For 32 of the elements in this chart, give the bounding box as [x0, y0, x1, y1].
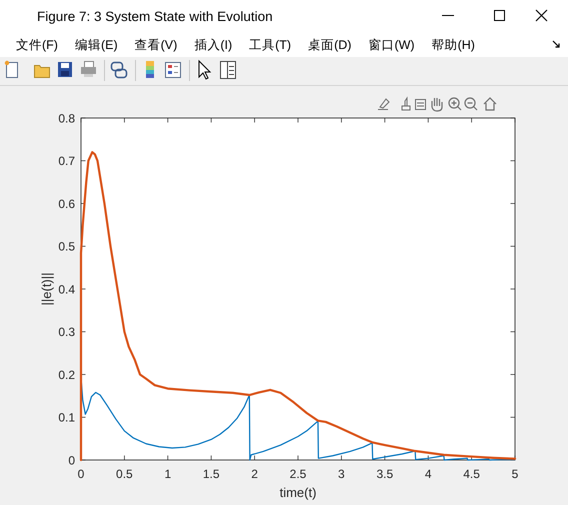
y-tick-label: 0.3 — [58, 325, 76, 340]
text: 帮助(H) — [432, 38, 475, 52]
y-tick-label: 0.2 — [58, 368, 76, 382]
text: 插入(I) — [194, 38, 232, 52]
x-tick-label: 3 — [338, 467, 346, 481]
x-tick-label: 1.5 — [202, 467, 220, 481]
x-tick-label: 3.5 — [376, 467, 394, 481]
x-tick-label: 5 — [512, 467, 519, 481]
x-tick-label: 0.5 — [116, 467, 134, 481]
x-axis-title: time(t) — [280, 485, 316, 500]
y-tick-label: 0.4 — [58, 282, 76, 296]
x-tick-label: 4.5 — [463, 467, 480, 481]
y-tick-label: 0.1 — [58, 410, 76, 425]
x-tick-label: 2.5 — [290, 467, 307, 481]
text: 查看(V) — [134, 38, 178, 52]
x-tick-label: 2 — [251, 467, 258, 481]
x-tick-label: 4 — [424, 467, 432, 481]
text: 工具(T) — [249, 38, 292, 52]
y-tick-label: 0.8 — [58, 111, 76, 126]
text: 编辑(E) — [74, 38, 118, 52]
x-tick-label: 1 — [164, 467, 172, 481]
text: 文件(F) — [16, 38, 58, 52]
y-axis-title: ||e(t)|| — [39, 272, 54, 306]
y-tick-label: 0.7 — [58, 154, 76, 168]
chart-title: Figure 7: 3 System State with Evolution — [37, 9, 273, 24]
y-tick-label: 0.5 — [58, 240, 76, 254]
text: 窗口(W) — [368, 37, 415, 52]
text: 桌面(D) — [308, 38, 352, 52]
x-tick-label: 0 — [78, 467, 85, 481]
y-tick-label: 0 — [68, 453, 76, 468]
line-series — [80, 151, 516, 462]
y-tick-label: 0.6 — [58, 196, 76, 211]
